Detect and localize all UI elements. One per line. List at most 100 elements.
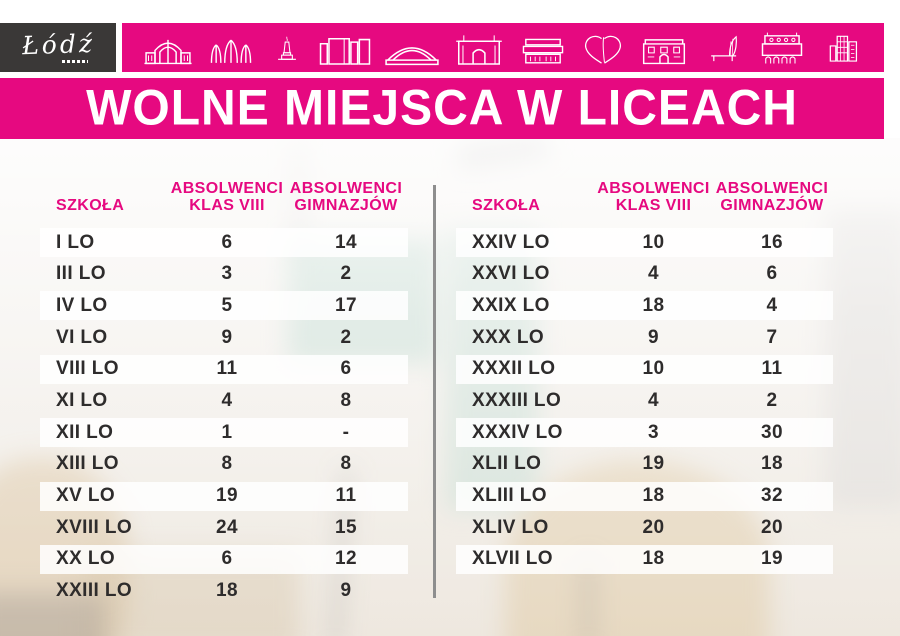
- vacancy-count: -: [342, 421, 350, 443]
- table-row: XLIII LO 18 32: [456, 481, 833, 511]
- vacancy-count: 6: [340, 358, 352, 380]
- vacancy-count: 11: [216, 358, 238, 380]
- school-name: XXXIV LO: [472, 421, 563, 443]
- vacancy-count: 9: [221, 326, 233, 348]
- vacancy-count: 16: [761, 231, 783, 253]
- lodz-logo: Łódź: [21, 28, 95, 61]
- vacancy-count: 2: [340, 263, 352, 285]
- column-header-school: SZKOŁA: [56, 197, 125, 214]
- table-right: SZKOŁA ABSOLWENCI KLAS VIII ABSOLWENCI G…: [456, 174, 833, 577]
- school-name: XXXIII LO: [472, 389, 562, 411]
- vacancy-count: 4: [766, 294, 778, 316]
- vacancy-count: 24: [216, 516, 238, 538]
- modern-blocks-icon: [318, 29, 372, 67]
- table-row: XXIII LO 18 9: [40, 577, 408, 606]
- table-row: XIII LO 8 8: [40, 450, 408, 479]
- vacancy-count: 18: [642, 548, 665, 570]
- vacancy-count: 8: [221, 453, 233, 475]
- vacancy-count: 4: [648, 389, 659, 411]
- table-row: XXIV LO 10 16: [456, 228, 833, 257]
- vacancy-count: 7: [766, 326, 778, 348]
- vacancy-count: 2: [766, 389, 778, 411]
- school-name: XVIII LO: [56, 516, 133, 538]
- vacancy-count: 11: [335, 485, 357, 506]
- harp-bench-sculpture-icon: [702, 27, 744, 69]
- table-row: XXX LO 9 7: [456, 323, 833, 352]
- school-name: XIII LO: [56, 453, 119, 475]
- column-header-absolwenci-gimnazjow: ABSOLWENCI GIMNAZJÓW: [715, 180, 829, 214]
- school-name: IV LO: [56, 294, 108, 316]
- vacancy-count: 6: [221, 548, 233, 570]
- vacancy-count: 18: [642, 485, 665, 506]
- column-header-absolwenci-klas-viii: ABSOLWENCI KLAS VIII: [597, 180, 710, 214]
- table-left-header: SZKOŁA ABSOLWENCI KLAS VIII ABSOLWENCI G…: [40, 174, 408, 214]
- table-row: XXIX LO 18 4: [456, 291, 833, 321]
- vacancy-count: 14: [335, 231, 357, 253]
- vacancy-count: 9: [648, 326, 659, 348]
- table-left-body: I LO 6 14 III LO 3 2 IV LO 5 17 VI LO 9 2 VIII LO 11 6…: [40, 228, 408, 606]
- lodz-logo-submark: [62, 60, 88, 63]
- vacancy-count: 32: [761, 485, 783, 506]
- table-row: XVIII LO 24 15: [40, 513, 408, 542]
- school-name: XXX LO: [472, 326, 545, 348]
- school-name: XLIII LO: [472, 485, 547, 506]
- mansion-icon: [756, 27, 808, 69]
- vacancy-count: 2: [340, 326, 352, 348]
- table-row: XLIV LO 20 20: [456, 513, 833, 542]
- vacancy-count: 18: [761, 453, 783, 475]
- vacancy-count: 15: [335, 516, 357, 538]
- vacancy-count: 17: [335, 294, 357, 316]
- vacancy-count: 19: [761, 548, 783, 570]
- vacancy-count: 4: [648, 263, 659, 285]
- school-name: VIII LO: [56, 358, 119, 380]
- school-name: XXXII LO: [472, 358, 556, 380]
- school-name: XLVII LO: [472, 548, 553, 570]
- vacancy-count: 10: [642, 358, 665, 380]
- school-name: VI LO: [56, 326, 108, 348]
- vacancy-count: 5: [221, 294, 233, 316]
- school-name: XXIV LO: [472, 231, 550, 253]
- arena-dome-icon: [384, 29, 440, 67]
- page-title: WOLNE MIEJSCA W LICEACH: [86, 80, 798, 137]
- table-row: XXXIII LO 4 2: [456, 386, 833, 415]
- vacancy-count: 6: [766, 263, 778, 285]
- table-row: XX LO 6 12: [40, 544, 408, 574]
- landmark-icons-bar: [122, 23, 884, 72]
- school-name: XXVI LO: [472, 263, 550, 285]
- table-row: III LO 3 2: [40, 260, 408, 289]
- vacancy-count: 11: [761, 358, 783, 380]
- table-row: XXVI LO 4 6: [456, 260, 833, 289]
- vacancy-count: 4: [221, 389, 233, 411]
- table-row: XV LO 19 11: [40, 481, 408, 511]
- table-row: XXXII LO 10 11: [456, 354, 833, 384]
- market-hall-icon: [142, 28, 194, 68]
- table-row: I LO 6 14: [40, 228, 408, 257]
- tables-divider-line: [433, 185, 436, 598]
- vacancy-count: 3: [648, 421, 659, 443]
- school-name: XV LO: [56, 485, 116, 506]
- vacancy-count: 3: [221, 263, 233, 285]
- school-name: XX LO: [56, 548, 116, 570]
- vacancy-count: 10: [642, 231, 665, 253]
- table-row: IV LO 5 17: [40, 291, 408, 321]
- school-name: III LO: [56, 263, 106, 285]
- vacancy-count: 20: [761, 516, 783, 538]
- canopy-trees-icon: [206, 28, 256, 68]
- lodz-logo-box: Łódź: [0, 23, 116, 72]
- table-right-body: XXIV LO 10 16 XXVI LO 4 6 XXIX LO 18 4 XXX LO 9 7 XX…: [456, 228, 833, 574]
- table-row: XLVII LO 18 19: [456, 544, 833, 574]
- office-tower-icon: [820, 27, 864, 69]
- column-header-school: SZKOŁA: [472, 197, 541, 214]
- vacancy-count: 19: [642, 453, 665, 475]
- vacancy-count: 1: [221, 421, 233, 443]
- vacancy-count: 9: [340, 580, 352, 602]
- school-name: XI LO: [56, 389, 108, 411]
- column-header-absolwenci-gimnazjow: ABSOLWENCI GIMNAZJÓW: [289, 180, 403, 214]
- vacancy-count: 20: [642, 516, 665, 538]
- striped-office-icon: [518, 29, 568, 67]
- title-bar: WOLNE MIEJSCA W LICEACH: [0, 78, 884, 139]
- school-name: XLIV LO: [472, 516, 549, 538]
- vacancy-count: 19: [216, 485, 238, 506]
- school-name: XXIX LO: [472, 294, 550, 316]
